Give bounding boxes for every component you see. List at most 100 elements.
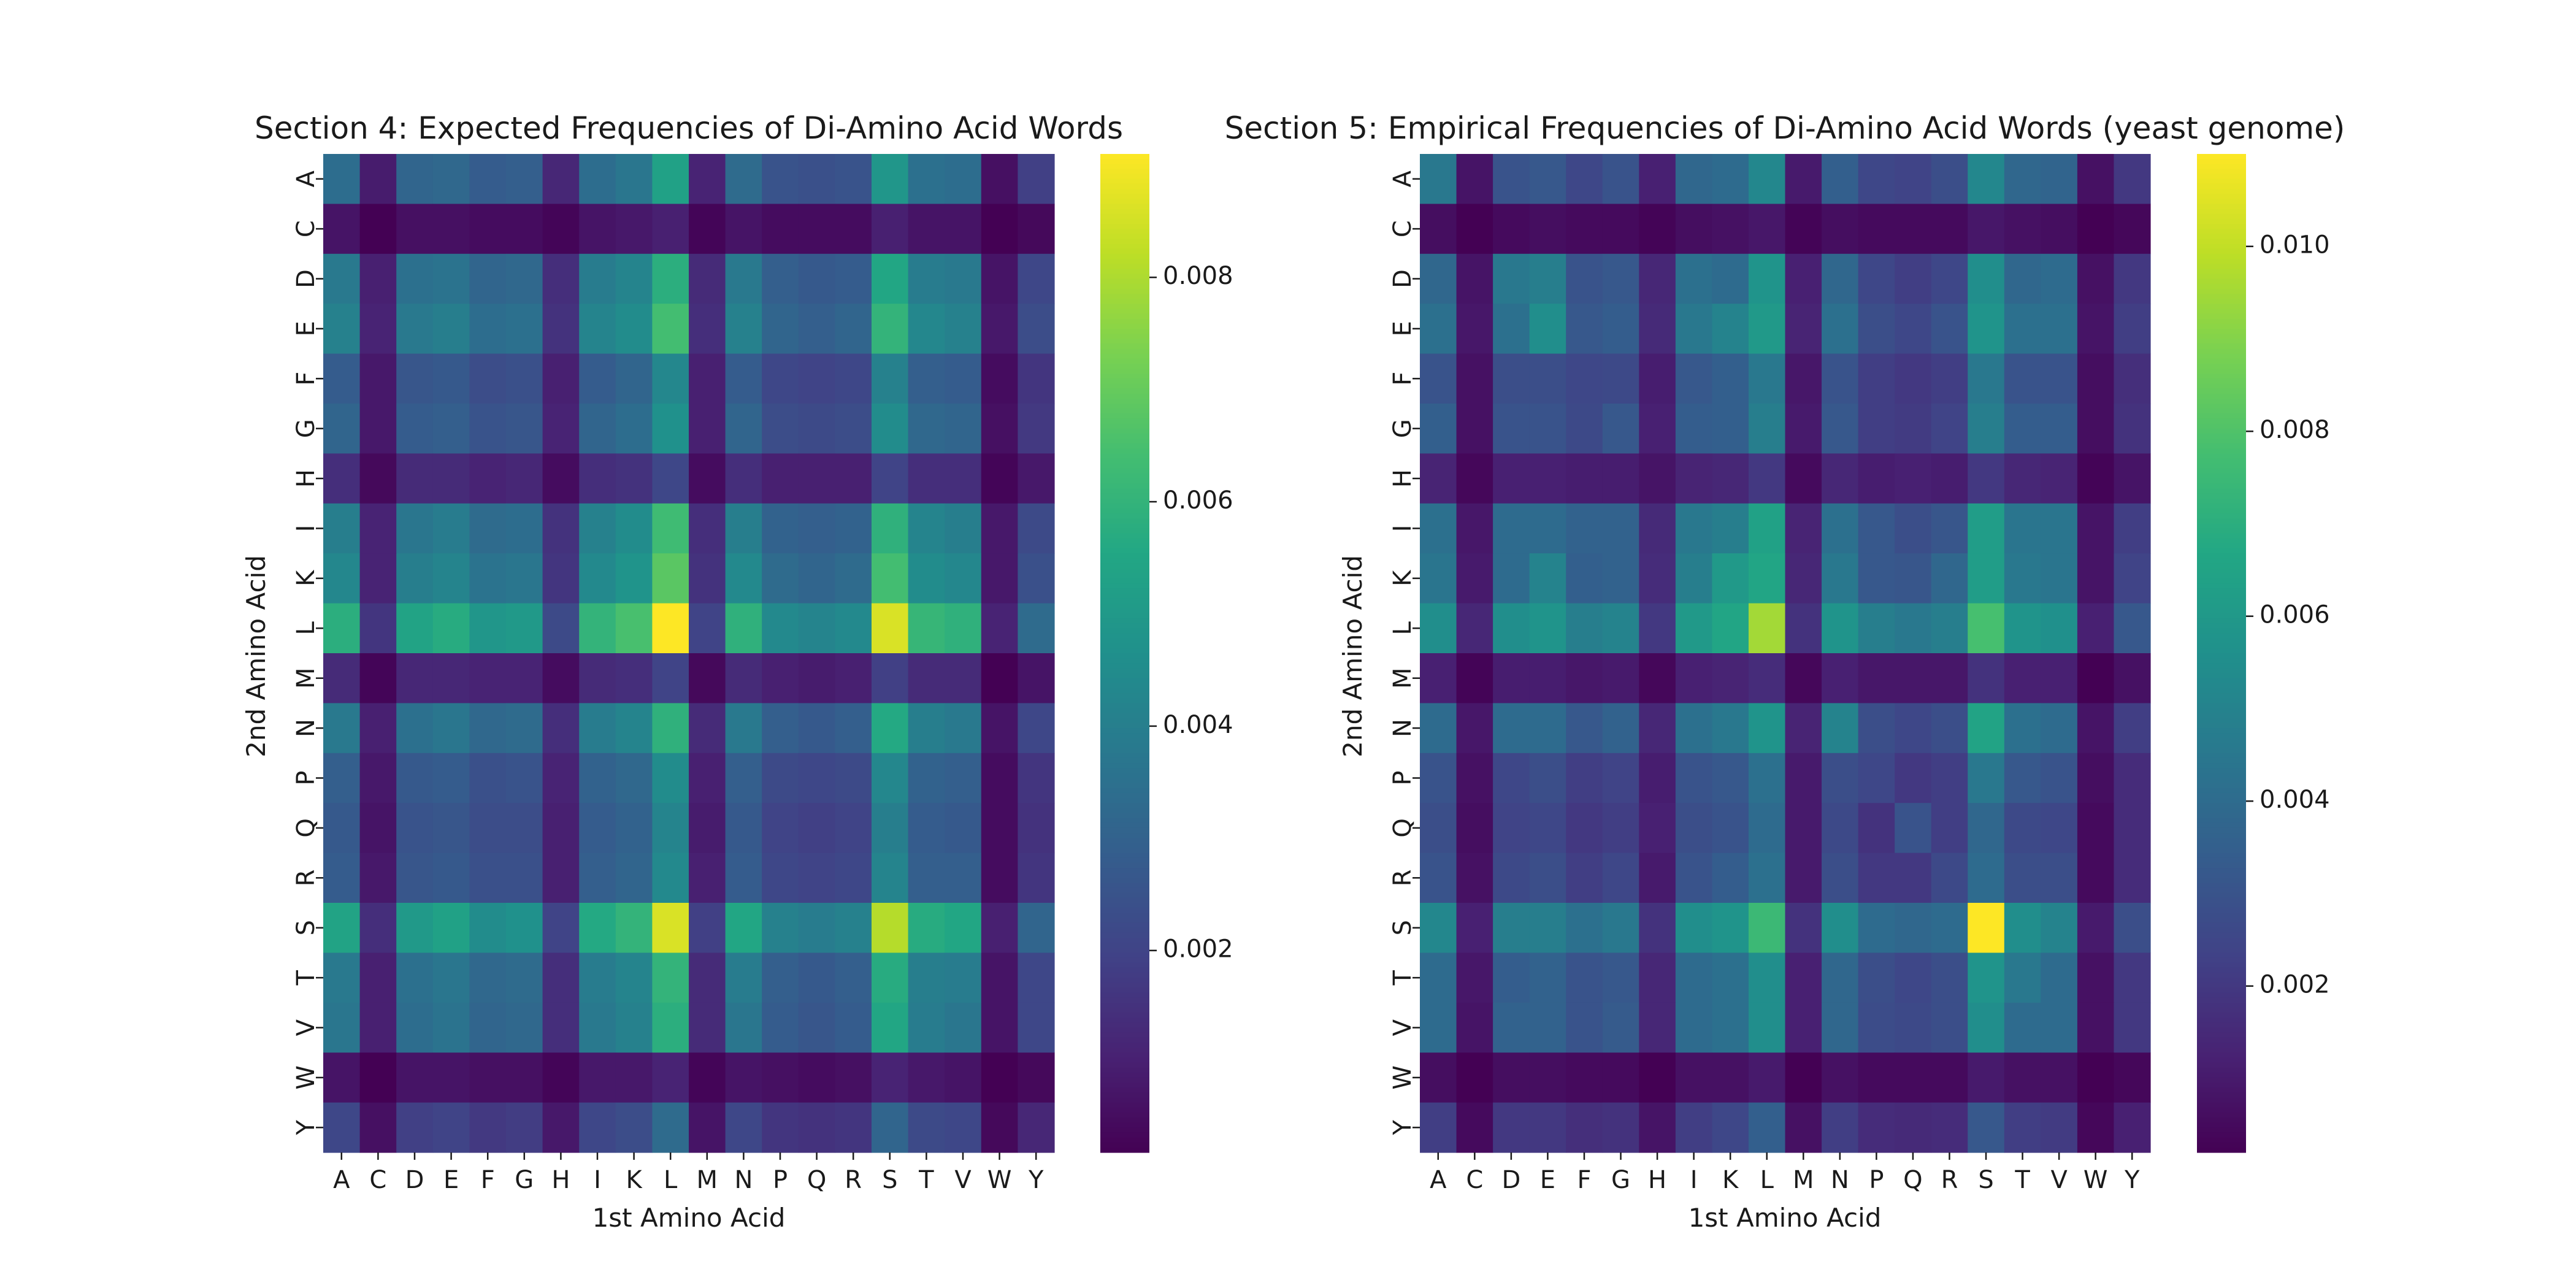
colorbar-segment bbox=[1100, 293, 1149, 299]
colorbar-segment bbox=[1100, 438, 1149, 444]
colorbar-segment bbox=[1100, 239, 1149, 245]
heatmap-cell bbox=[689, 1102, 726, 1153]
heatmap-cell bbox=[1968, 953, 2005, 1003]
heatmap-cell bbox=[1639, 903, 1676, 953]
heatmap-cell bbox=[1566, 653, 1603, 703]
heatmap-cell bbox=[1822, 1002, 1859, 1053]
colorbar-segment bbox=[1100, 613, 1149, 619]
heatmap-cell bbox=[1529, 853, 1566, 903]
heatmap-cell bbox=[872, 803, 909, 854]
colorbar-segment bbox=[2197, 463, 2246, 469]
heatmap-cell bbox=[1493, 1102, 1530, 1153]
heatmap-cell bbox=[652, 154, 689, 204]
colorbar-segment bbox=[1100, 533, 1149, 539]
colorbar-segment bbox=[1100, 304, 1149, 309]
heatmap-cell bbox=[2041, 1102, 2078, 1153]
colorbar-segment bbox=[1100, 209, 1149, 215]
heatmap-cell bbox=[1712, 1052, 1749, 1103]
colorbar-segment bbox=[2197, 178, 2246, 185]
heatmap-cell bbox=[615, 653, 653, 703]
heatmap-cell bbox=[835, 304, 872, 355]
colorbar-segment bbox=[1100, 833, 1149, 838]
colorbar-segment bbox=[2197, 299, 2246, 304]
colorbar-segment bbox=[2197, 883, 2246, 889]
colorbar-segment bbox=[2197, 423, 2246, 429]
heatmap-cell bbox=[981, 1102, 1018, 1153]
heatmap-cell bbox=[396, 154, 434, 204]
heatmap-cell bbox=[1895, 204, 1932, 255]
heatmap-cell bbox=[1456, 1052, 1493, 1103]
colorbar-segment bbox=[1100, 932, 1149, 938]
heatmap-cell bbox=[1712, 853, 1749, 903]
colorbar-segment bbox=[1100, 693, 1149, 699]
heatmap-cell bbox=[359, 154, 397, 204]
heatmap-cell bbox=[1968, 1102, 2005, 1153]
colorbar-segment bbox=[1100, 568, 1149, 574]
y-tick-label: C bbox=[292, 220, 320, 237]
heatmap-cell bbox=[396, 553, 434, 604]
heatmap-cell bbox=[323, 404, 361, 454]
colorbar-segment bbox=[1100, 299, 1149, 304]
heatmap-cell bbox=[1456, 1102, 1493, 1153]
heatmap-cell bbox=[908, 603, 945, 654]
colorbar: 0.002 0.004 0.006 0.008 0.010 bbox=[2197, 154, 2330, 1153]
colorbar-segment bbox=[1100, 792, 1149, 799]
heatmap-cell bbox=[506, 653, 543, 703]
heatmap-cell bbox=[1785, 154, 1822, 204]
heatmap-cell bbox=[725, 453, 762, 504]
heatmap-cell bbox=[1493, 204, 1530, 255]
heatmap-cell bbox=[1968, 353, 2005, 404]
colorbar-segment bbox=[2197, 887, 2246, 894]
colorbar-segment bbox=[2197, 498, 2246, 504]
heatmap-cell bbox=[432, 853, 470, 903]
heatmap-cell bbox=[1748, 353, 1786, 404]
colorbar-segment bbox=[1100, 827, 1149, 834]
colorbar-segment bbox=[2197, 1127, 2246, 1133]
heatmap-cell bbox=[1931, 404, 1968, 454]
x-axis-label: 1st Amino Acid bbox=[592, 1203, 786, 1233]
heatmap-cell bbox=[469, 1052, 507, 1103]
heatmap-cell bbox=[1858, 703, 1895, 754]
heatmap-cell bbox=[432, 304, 470, 355]
heatmap-cell bbox=[1675, 304, 1712, 355]
heatmap-cell bbox=[1493, 253, 1530, 304]
heatmap-cell bbox=[1639, 703, 1676, 754]
heatmap-cell bbox=[835, 653, 872, 703]
heatmap-cell bbox=[1456, 703, 1493, 754]
heatmap-cell bbox=[1456, 503, 1493, 554]
heatmap-cell bbox=[1639, 853, 1676, 903]
heatmap-cell bbox=[725, 703, 762, 754]
heatmap-cell bbox=[1712, 753, 1749, 803]
colorbar-segment bbox=[2197, 243, 2246, 250]
colorbar-segment bbox=[2197, 1013, 2246, 1018]
colorbar-segment bbox=[1100, 498, 1149, 504]
heatmap-cell bbox=[542, 753, 580, 803]
heatmap-cell bbox=[615, 404, 653, 454]
heatmap-cell bbox=[652, 603, 689, 654]
heatmap-cell bbox=[908, 1052, 945, 1103]
colorbar-segment bbox=[1100, 908, 1149, 913]
heatmap-cell bbox=[1602, 1102, 1639, 1153]
colorbar-segment bbox=[2197, 992, 2246, 999]
heatmap-cell bbox=[323, 553, 361, 604]
heatmap-cell bbox=[1968, 753, 2005, 803]
colorbar-segment bbox=[2197, 987, 2246, 994]
heatmap-cell bbox=[762, 753, 799, 803]
heatmap-cell bbox=[469, 154, 507, 204]
heatmap-cell bbox=[396, 353, 434, 404]
colorbar-segment bbox=[2197, 363, 2246, 369]
heatmap-cell bbox=[1712, 204, 1749, 255]
heatmap-cell bbox=[1018, 353, 1055, 404]
heatmap-cell bbox=[981, 753, 1018, 803]
colorbar-segment bbox=[2197, 853, 2246, 859]
heatmap-cell bbox=[1420, 553, 1457, 604]
heatmap-cell bbox=[396, 304, 434, 355]
heatmap-cell bbox=[798, 953, 835, 1003]
heatmap-cell bbox=[945, 803, 982, 854]
heatmap-cell bbox=[1639, 353, 1676, 404]
heatmap-cell bbox=[1785, 653, 1822, 703]
heatmap-cell bbox=[506, 853, 543, 903]
colorbar-segment bbox=[2197, 818, 2246, 824]
colorbar-segment bbox=[2197, 468, 2246, 474]
heatmap-cell bbox=[798, 853, 835, 903]
